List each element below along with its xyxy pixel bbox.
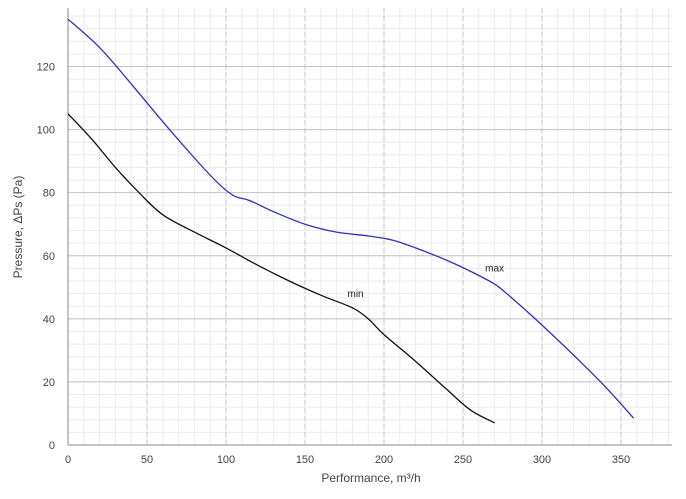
series-layer: max min <box>67 18 635 424</box>
x-tick-label: 0 <box>65 454 71 466</box>
minor-grid <box>67 8 672 446</box>
x-tick-label: 250 <box>454 454 472 466</box>
y-tick-label: 100 <box>37 125 55 137</box>
series-line-min <box>67 113 495 424</box>
x-tick-label: 350 <box>612 454 630 466</box>
x-tick-label: 100 <box>217 454 235 466</box>
axes <box>67 8 672 446</box>
y-tick-label: 40 <box>43 314 55 326</box>
major-grid <box>68 8 672 445</box>
x-tick-label: 300 <box>533 454 551 466</box>
x-tick-labels: 0 50 100 150 200 250 300 350 <box>65 454 630 466</box>
series-label-min: min <box>347 289 363 300</box>
x-tick-label: 150 <box>296 454 314 466</box>
y-tick-label: 80 <box>43 188 55 200</box>
y-tick-label: 0 <box>49 440 55 452</box>
x-tick-label: 50 <box>141 454 153 466</box>
series-label-max: max <box>485 264 504 275</box>
x-axis-title: Performance, m³/h <box>321 471 420 485</box>
y-tick-labels: 0 20 40 60 80 100 120 <box>37 62 55 452</box>
y-tick-label: 120 <box>37 62 55 74</box>
series-line-max <box>67 18 635 419</box>
x-tick-label: 200 <box>375 454 393 466</box>
y-axis-title: Pressure, ΔPs (Pa) <box>11 176 25 279</box>
y-tick-label: 20 <box>43 377 55 389</box>
y-tick-label: 60 <box>43 251 55 263</box>
